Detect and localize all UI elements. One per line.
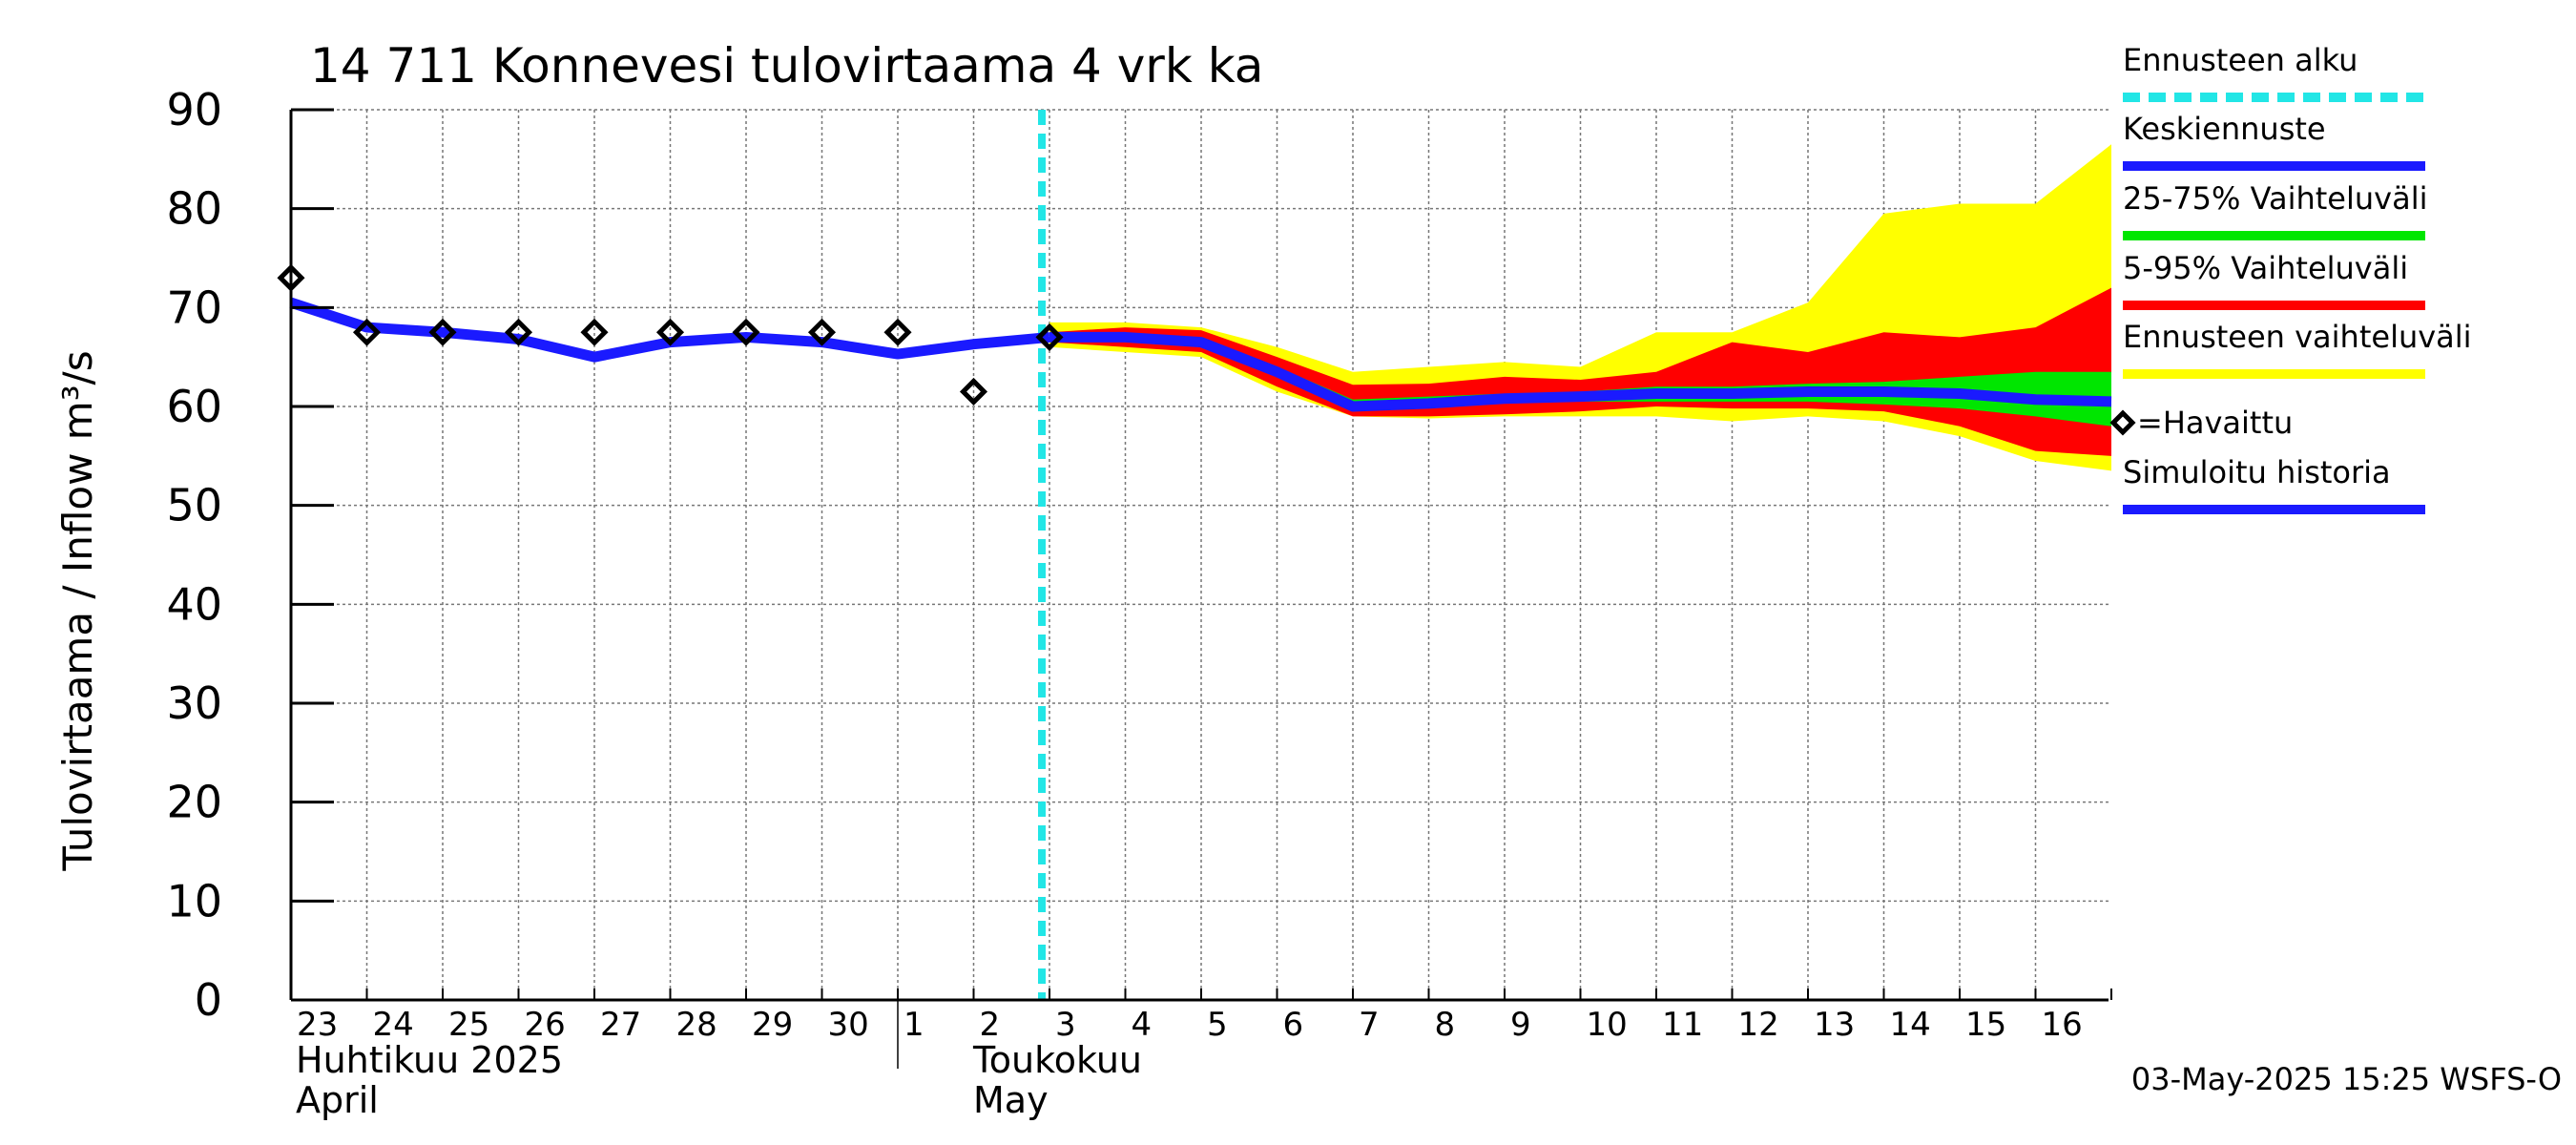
y-tick-label: 70 (166, 281, 222, 333)
observed-point (732, 318, 760, 346)
month-label: Huhtikuu 2025 (296, 1039, 563, 1081)
month-label: Toukokuu (972, 1039, 1142, 1081)
observed-point (959, 377, 988, 406)
y-tick-label: 50 (166, 480, 222, 531)
x-tick-label: 9 (1510, 1006, 1531, 1044)
y-tick-label: 10 (166, 875, 222, 926)
y-tick-label: 20 (166, 777, 222, 828)
y-axis-label: Tulovirtaama / Inflow m³/s (54, 350, 101, 871)
chart-title: 14 711 Konnevesi tulovirtaama 4 vrk ka (310, 38, 1263, 94)
y-tick-label: 0 (195, 974, 222, 1026)
x-tick-label: 8 (1435, 1006, 1456, 1044)
x-tick-label: 23 (297, 1006, 338, 1044)
observed-point (504, 318, 533, 346)
x-tick-label: 4 (1132, 1006, 1153, 1044)
x-tick-label: 15 (1965, 1006, 2006, 1044)
observed-point (655, 318, 685, 346)
observed-point (352, 318, 382, 346)
x-tick-label: 26 (525, 1006, 566, 1044)
observed-point (883, 318, 912, 346)
legend-label: 5-95% Vaihteluväli (2123, 250, 2408, 286)
series-line (1049, 331, 2112, 412)
band-area (1049, 287, 2111, 456)
observed-point (428, 318, 457, 346)
x-tick-label: 29 (752, 1006, 793, 1044)
x-tick-label: 11 (1662, 1006, 1703, 1044)
legend: Ennusteen alku Keskiennuste 25-75% Vaihtel… (2109, 42, 2472, 514)
plot-grid (291, 109, 2109, 1000)
x-tick-label: 27 (600, 1006, 641, 1044)
legend-label: Simuloitu historia (2123, 454, 2391, 490)
y-tick-label: 40 (166, 578, 222, 630)
x-tick-label: 12 (1738, 1006, 1779, 1044)
month-label: April (296, 1079, 379, 1121)
x-tick-label: 30 (828, 1006, 869, 1044)
observed-point (580, 318, 609, 346)
observed-point (807, 318, 837, 346)
observed-point (1035, 323, 1064, 351)
x-tick-label: 28 (676, 1006, 717, 1044)
x-tick-label: 5 (1207, 1006, 1228, 1044)
x-tick-label: 10 (1587, 1006, 1628, 1044)
month-label: May (973, 1079, 1049, 1121)
x-tick-label: 25 (448, 1006, 489, 1044)
y-tick-label: 30 (166, 677, 222, 729)
x-tick-label: 14 (1890, 1006, 1931, 1044)
x-tick-label: 13 (1814, 1006, 1855, 1044)
x-tick-label: 6 (1283, 1006, 1304, 1044)
legend-label: 25-75% Vaihteluväli (2123, 180, 2427, 217)
legend-label: =Havaittu (2137, 405, 2293, 441)
legend-label: Ennusteen vaihteluväli (2123, 319, 2472, 355)
x-tick-label: 2 (980, 1006, 1001, 1044)
x-tick-label: 7 (1359, 1006, 1380, 1044)
x-tick-label: 3 (1055, 1006, 1076, 1044)
y-tick-label: 60 (166, 381, 222, 432)
timestamp: 03-May-2025 15:25 WSFS-O (2131, 1061, 2562, 1097)
legend-label: Keskiennuste (2123, 111, 2326, 147)
x-tick-label: 1 (904, 1006, 924, 1044)
x-tick-label: 24 (373, 1006, 414, 1044)
legend-marker (2109, 409, 2136, 436)
y-tick-label: 80 (166, 183, 222, 235)
y-tick-label: 90 (166, 84, 222, 135)
x-tick-label: 16 (2042, 1006, 2083, 1044)
legend-label: Ennusteen alku (2123, 42, 2358, 78)
